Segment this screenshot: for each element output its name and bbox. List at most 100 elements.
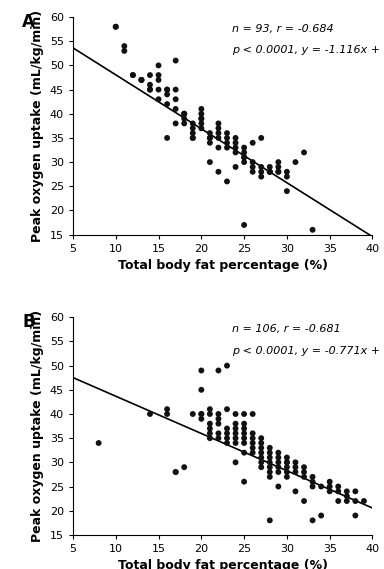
- Point: [275, 453, 281, 462]
- Point: [232, 162, 238, 171]
- Point: [352, 511, 358, 520]
- Point: [258, 133, 264, 142]
- Point: [275, 448, 281, 457]
- Point: [361, 497, 367, 506]
- Point: [198, 385, 204, 394]
- Point: [250, 158, 256, 167]
- Point: [258, 172, 264, 181]
- Point: [198, 114, 204, 123]
- Point: [198, 119, 204, 128]
- Point: [207, 429, 213, 438]
- Point: [301, 463, 307, 472]
- Point: [275, 468, 281, 477]
- Point: [250, 410, 256, 419]
- Point: [224, 138, 230, 147]
- Point: [250, 138, 256, 147]
- Point: [284, 463, 290, 472]
- Point: [292, 468, 298, 477]
- Point: [267, 167, 273, 176]
- Point: [232, 458, 238, 467]
- Point: [181, 463, 187, 472]
- Point: [352, 487, 358, 496]
- Point: [241, 424, 247, 433]
- Point: [224, 439, 230, 448]
- Point: [224, 143, 230, 152]
- Point: [241, 448, 247, 457]
- Point: [232, 419, 238, 428]
- Point: [335, 497, 341, 506]
- Y-axis label: Peak oxygen uptake (mL/kg/min): Peak oxygen uptake (mL/kg/min): [31, 10, 44, 242]
- Point: [310, 477, 316, 486]
- X-axis label: Total body fat percentage (%): Total body fat percentage (%): [118, 259, 328, 272]
- Point: [258, 434, 264, 443]
- Point: [215, 410, 222, 419]
- Point: [198, 366, 204, 375]
- Point: [335, 482, 341, 491]
- Point: [258, 453, 264, 462]
- Point: [258, 458, 264, 467]
- Point: [310, 225, 316, 234]
- Point: [267, 453, 273, 462]
- Point: [198, 414, 204, 423]
- Point: [172, 119, 179, 128]
- Point: [250, 439, 256, 448]
- Point: [267, 167, 273, 176]
- Point: [284, 458, 290, 467]
- Point: [181, 109, 187, 118]
- Point: [156, 94, 162, 104]
- Point: [344, 487, 350, 496]
- Point: [147, 80, 153, 89]
- Point: [215, 414, 222, 423]
- Point: [250, 443, 256, 452]
- Point: [241, 477, 247, 486]
- Point: [241, 148, 247, 157]
- Point: [215, 167, 222, 176]
- Point: [224, 434, 230, 443]
- Point: [181, 109, 187, 118]
- Point: [258, 448, 264, 457]
- Point: [258, 167, 264, 176]
- Point: [232, 434, 238, 443]
- Point: [335, 487, 341, 496]
- Point: [172, 104, 179, 113]
- Point: [156, 85, 162, 94]
- Point: [352, 497, 358, 506]
- Point: [241, 434, 247, 443]
- Point: [275, 162, 281, 171]
- Point: [232, 424, 238, 433]
- Point: [224, 405, 230, 414]
- Point: [344, 492, 350, 501]
- Point: [258, 443, 264, 452]
- Point: [301, 148, 307, 157]
- Point: [327, 487, 333, 496]
- Point: [250, 429, 256, 438]
- Point: [190, 410, 196, 419]
- Point: [172, 468, 179, 477]
- Text: A: A: [22, 13, 35, 31]
- Point: [232, 429, 238, 438]
- Point: [190, 133, 196, 142]
- Point: [292, 463, 298, 472]
- Point: [284, 167, 290, 176]
- Point: [258, 463, 264, 472]
- Point: [275, 463, 281, 472]
- Point: [164, 133, 170, 142]
- Point: [232, 138, 238, 147]
- Point: [267, 443, 273, 452]
- Point: [164, 405, 170, 414]
- Point: [172, 85, 179, 94]
- Point: [156, 71, 162, 80]
- Point: [224, 429, 230, 438]
- Point: [181, 114, 187, 123]
- Point: [301, 497, 307, 506]
- Point: [215, 429, 222, 438]
- Point: [275, 458, 281, 467]
- Point: [267, 468, 273, 477]
- Point: [207, 158, 213, 167]
- Point: [241, 220, 247, 229]
- Point: [138, 75, 144, 84]
- Point: [147, 85, 153, 94]
- Point: [258, 162, 264, 171]
- Point: [241, 152, 247, 162]
- Point: [172, 468, 179, 477]
